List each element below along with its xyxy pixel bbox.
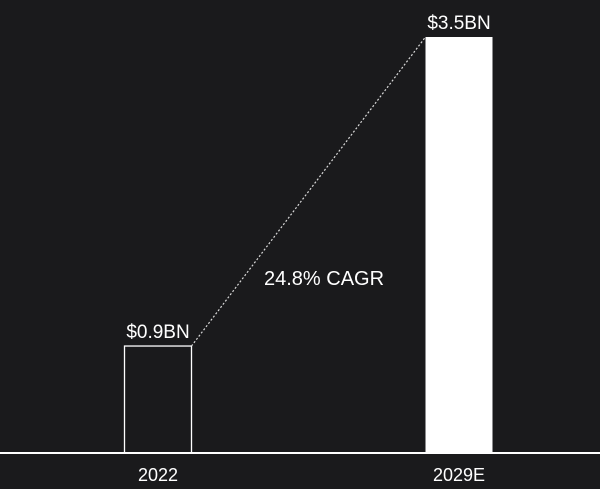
x-tick-label-2029e: 2029E: [433, 465, 485, 485]
data-label-2029e: $3.5BN: [427, 13, 490, 34]
bar-2022: [123, 345, 193, 454]
bar-2029e: [425, 37, 493, 453]
data-label-2022: $0.9BN: [126, 322, 189, 343]
x-tick-label-2022: 2022: [138, 465, 178, 485]
cagr-connector-line: [191, 36, 426, 347]
cagr-annotation: 24.8% CAGR: [264, 268, 384, 290]
